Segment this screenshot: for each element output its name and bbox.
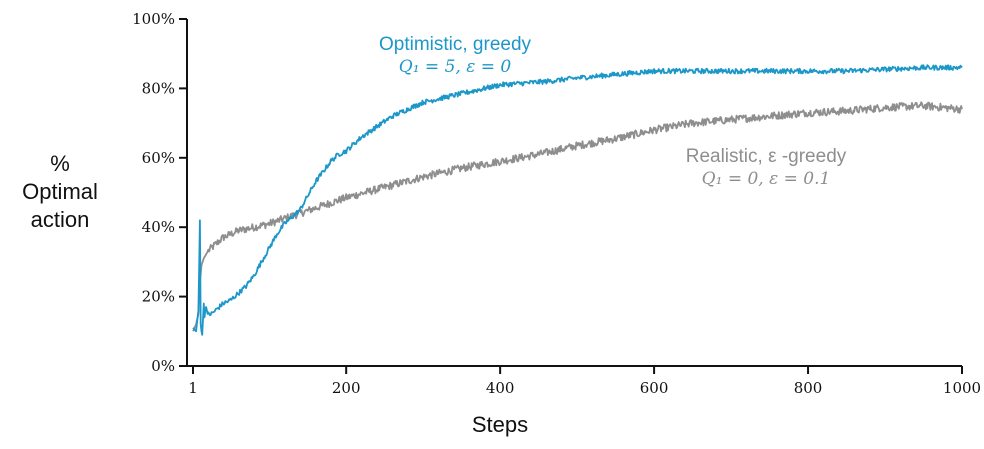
x-tick-label: 200 — [332, 379, 361, 397]
y-axis-title: % Optimal action — [0, 150, 120, 234]
realistic-annotation: Realistic, ε -greedy Q₁ = 0, ε = 0.1 — [636, 146, 896, 190]
x-tick-label: 800 — [794, 379, 823, 397]
ticks: 0% 20% 40% 60% 80% 100% 1 200 400 600 800 1000 — [132, 10, 981, 397]
optimistic-series-line — [192, 64, 963, 336]
y-tick-label: 60% — [142, 149, 175, 167]
y-tick-label: 0% — [151, 357, 175, 375]
axes — [186, 19, 962, 367]
y-tick-label: 20% — [142, 288, 175, 306]
y-axis-title-line-1: % — [50, 151, 70, 176]
optimistic-annotation: Optimistic, greedy Q₁ = 5, ε = 0 — [330, 34, 580, 78]
x-tick-label: 1000 — [943, 379, 981, 397]
series — [192, 64, 963, 336]
optimistic-params-label: Q₁ = 5, ε = 0 — [398, 57, 512, 77]
y-tick-label: 80% — [142, 79, 175, 97]
x-tick-label: 400 — [486, 379, 515, 397]
x-axis-title: Steps — [471, 412, 529, 437]
realistic-series-label: Realistic, ε -greedy — [685, 146, 847, 167]
x-tick-label: 600 — [640, 379, 669, 397]
x-tick-label: 1 — [188, 379, 198, 397]
y-axis-title-line-3: action — [30, 207, 90, 232]
realistic-series-line — [192, 101, 963, 332]
realistic-params-label: Q₁ = 0, ε = 0.1 — [701, 169, 831, 189]
y-axis-title-line-2: Optimal — [22, 179, 98, 204]
optimistic-series-label: Optimistic, greedy — [378, 34, 532, 55]
y-tick-label: 100% — [132, 10, 175, 28]
y-tick-label: 40% — [142, 218, 175, 236]
